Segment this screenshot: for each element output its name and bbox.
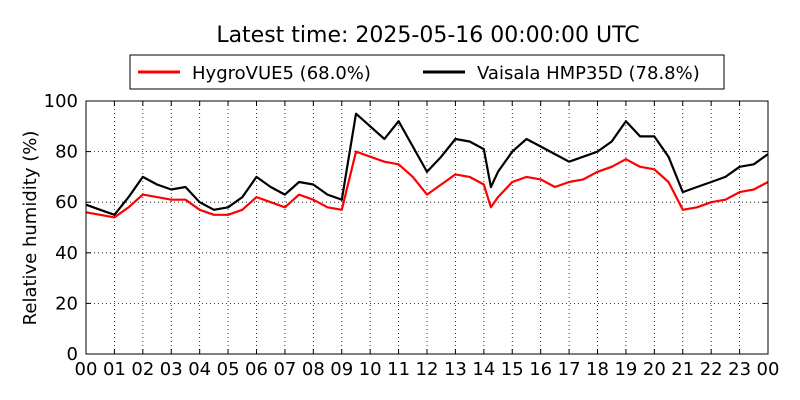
y-tick-label: 80 <box>55 142 78 163</box>
y-tick-label: 60 <box>55 192 78 213</box>
x-tick-label: 10 <box>359 359 382 380</box>
legend: HygroVUE5 (68.0%) Vaisala HMP35D (78.8%) <box>129 54 725 90</box>
series-line-1 <box>85 112 769 216</box>
x-tick-label: 23 <box>728 359 751 380</box>
x-axis: 00 01 02 03 04 05 06 07 08 09 10 11 12 13 14 15 16 17 18 19… <box>75 101 780 380</box>
x-tick-label: 02 <box>131 359 154 380</box>
plot-frame <box>85 100 769 355</box>
x-tick-label: 05 <box>217 359 240 380</box>
series-lines <box>85 112 769 219</box>
x-tick-label: 19 <box>614 359 637 380</box>
x-tick-label: 14 <box>472 359 495 380</box>
x-tick-label: 18 <box>586 359 609 380</box>
x-tick-label: 00 <box>757 359 780 380</box>
chart-title: Latest time: 2025-05-16 00:00:00 UTC <box>216 23 639 48</box>
x-tick-label: 17 <box>558 359 581 380</box>
x-tick-label: 13 <box>444 359 467 380</box>
x-tick-label: 01 <box>103 359 126 380</box>
legend-label-1: Vaisala HMP35D (78.8%) <box>477 63 700 84</box>
x-tick-label: 12 <box>416 359 439 380</box>
x-tick-label: 16 <box>529 359 552 380</box>
series-line-0 <box>85 150 769 219</box>
x-tick-label: 21 <box>671 359 694 380</box>
y-tick-label: 40 <box>55 243 78 264</box>
x-tick-label: 22 <box>700 359 723 380</box>
y-axis: 0 20 40 60 80 100 <box>44 91 768 365</box>
x-tick-label: 15 <box>501 359 524 380</box>
x-tick-label: 00 <box>75 359 98 380</box>
grid <box>86 101 768 354</box>
x-tick-label: 20 <box>643 359 666 380</box>
x-tick-label: 07 <box>273 359 296 380</box>
x-tick-label: 04 <box>188 359 211 380</box>
x-tick-label: 09 <box>330 359 353 380</box>
x-tick-label: 06 <box>245 359 268 380</box>
x-tick-label: 11 <box>387 359 410 380</box>
y-tick-label: 20 <box>55 293 78 314</box>
x-tick-label: 08 <box>302 359 325 380</box>
y-axis-label: Relative humidity (%) <box>20 131 41 326</box>
legend-label-0: HygroVUE5 (68.0%) <box>192 63 371 84</box>
y-tick-label: 0 <box>67 344 78 365</box>
y-tick-label: 100 <box>44 91 78 112</box>
x-tick-label: 03 <box>160 359 183 380</box>
